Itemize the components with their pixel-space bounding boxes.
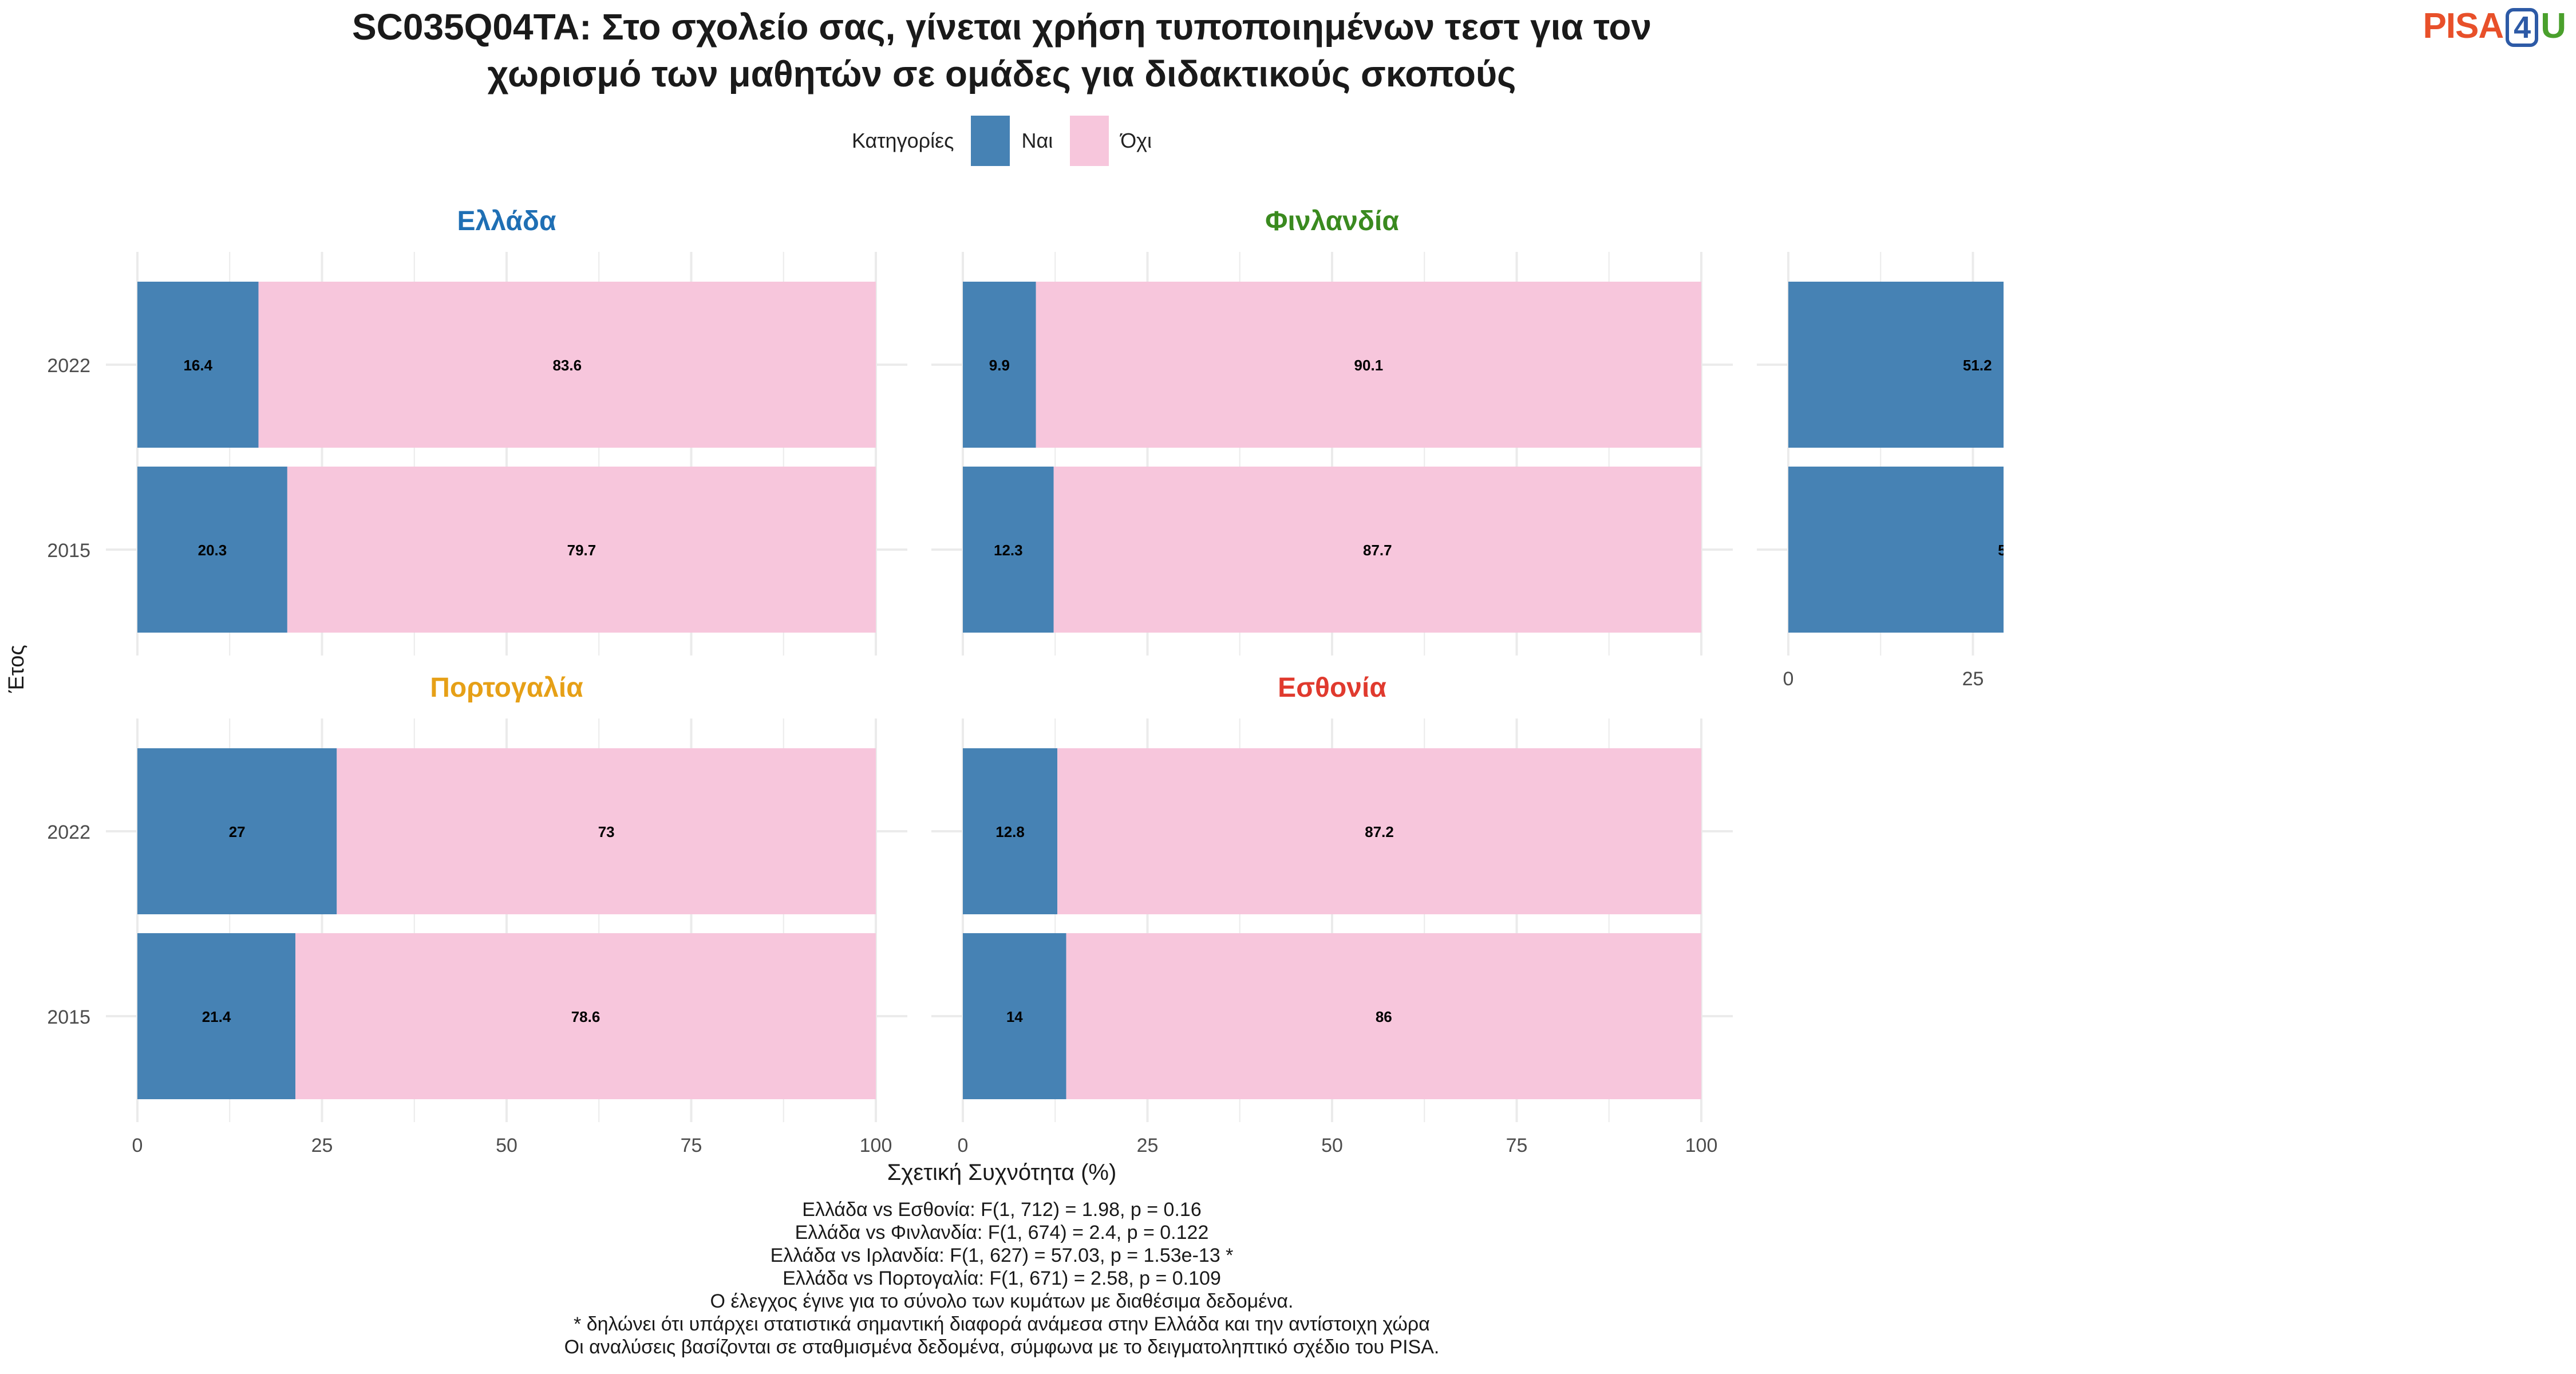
bar-segment-no: [1057, 748, 1701, 914]
data-label: 16.4: [183, 357, 212, 374]
footer-line: Ο έλεγχος έγινε για το σύνολο των κυμάτω…: [710, 1290, 1294, 1312]
bar-segment-yes: [963, 467, 1054, 633]
legend-key-no: [1070, 116, 1109, 166]
panel-title: Ελλάδα: [457, 206, 556, 236]
data-label: 9.9: [989, 357, 1010, 374]
chart-title-line-2: χωρισμό των μαθητών σε ομάδες για διδακτ…: [487, 53, 1516, 94]
x-tick-label: 0: [958, 1135, 969, 1156]
panel-3: Ιρλανδία51.248.859410255075100: [1757, 252, 2004, 690]
panel-title: Εσθονία: [1278, 673, 1386, 703]
data-label: 90.1: [1354, 357, 1384, 374]
x-tick-label: 50: [496, 1135, 517, 1156]
data-label: 12.3: [994, 542, 1023, 559]
logo-pisa-text: PISA: [2423, 6, 2504, 46]
x-tick-label: 0: [1783, 668, 1794, 690]
x-tick-label: 25: [1962, 668, 1984, 690]
bar-segment-no: [1036, 282, 1701, 448]
data-label: 87.2: [1365, 823, 1394, 840]
panel-title: Πορτογαλία: [430, 673, 583, 703]
bar-segment-no: [287, 467, 876, 633]
footer-line: Ελλάδα vs Φινλανδία: F(1, 674) = 2.4, p …: [795, 1222, 1209, 1243]
legend-key-yes: [971, 116, 1010, 166]
x-axis-label: Σχετική Συχνότητα (%): [887, 1160, 1117, 1185]
panel-2: Φινλανδία 9.9 90.1 12.3 87.7: [931, 206, 1733, 656]
bar-segment-yes: [1788, 282, 2004, 448]
x-tick-label: 25: [311, 1135, 333, 1156]
legend: Κατηγορίες Ναι Όχι: [0, 116, 2004, 166]
footer-line: Ελλάδα vs Πορτογαλία: F(1, 671) = 2.58, …: [783, 1268, 1221, 1289]
logo-four-badge: 4: [2506, 8, 2539, 47]
chart-title-line-1: SC035Q04TA: Στο σχολείο σας, γίνεται χρή…: [351, 6, 1652, 48]
panel-4: Πορτογαλία 2022 2015 27 73 21.4 78.6 0 25 50 75 100: [47, 673, 907, 1156]
bar-segment-yes: [137, 748, 337, 914]
bar-segment-yes: [1788, 467, 2004, 633]
panel-1: Ελλάδα 2022 2015 16.4 83.6 20.3 79.7: [47, 206, 907, 656]
data-label: 83.6: [552, 357, 582, 374]
bar-segment-yes: [137, 282, 259, 448]
y-tick-label: 2015: [47, 540, 90, 562]
data-label: 51.2: [1963, 357, 1992, 374]
chart-title: SC035Q04TA: Στο σχολείο σας, γίνεται χρή…: [0, 3, 2004, 97]
bar-segment-no: [1053, 467, 1701, 633]
data-label: 59: [1998, 542, 2004, 559]
data-label: 78.6: [571, 1008, 600, 1025]
bar-segment-no: [1066, 933, 1701, 1099]
bar-segment-yes: [137, 467, 287, 633]
x-tick-label: 100: [1685, 1135, 1718, 1156]
bar-segment-yes: [137, 933, 296, 1099]
data-label: 27: [229, 823, 246, 840]
y-tick-label: 2022: [47, 355, 90, 377]
footer-line: Ελλάδα vs Εσθονία: F(1, 712) = 1.98, p =…: [802, 1199, 1202, 1221]
legend-label-yes: Ναι: [1021, 129, 1053, 152]
x-tick-label: 50: [1321, 1135, 1343, 1156]
x-tick-label: 75: [681, 1135, 702, 1156]
x-tick-label: 25: [1137, 1135, 1159, 1156]
y-tick-label: 2022: [47, 822, 90, 843]
bar-segment-yes: [963, 282, 1036, 448]
panel-title: Φινλανδία: [1265, 206, 1399, 236]
bar-segment-yes: [963, 748, 1058, 914]
logo-u-text: U: [2541, 6, 2566, 46]
y-tick-label: 2015: [47, 1006, 90, 1028]
data-label: 20.3: [198, 542, 227, 559]
data-label: 14: [1006, 1008, 1023, 1025]
bar-segment-no: [258, 282, 876, 448]
footer-line: Οι αναλύσεις βασίζονται σε σταθμισμένα δ…: [564, 1336, 1440, 1358]
pisa4u-logo: PISA 4 U: [2423, 6, 2566, 47]
data-label: 12.8: [995, 823, 1025, 840]
legend-title: Κατηγορίες: [851, 129, 954, 152]
footer-notes: Ελλάδα vs Εσθονία: F(1, 712) = 1.98, p =…: [0, 1198, 2004, 1359]
bar-segment-no: [337, 748, 876, 914]
faceted-bar-chart: Ελλάδα 2022 2015 16.4 83.6 20.3 79.7 Φινλανδία 9…: [47, 206, 2004, 1156]
bar-segment-yes: [963, 933, 1066, 1099]
legend-label-no: Όχι: [1120, 129, 1152, 152]
data-label: 79.7: [567, 542, 596, 559]
x-tick-label: 0: [132, 1135, 143, 1156]
footer-line: Ελλάδα vs Ιρλανδία: F(1, 627) = 57.03, p…: [770, 1245, 1234, 1266]
data-label: 86: [1376, 1008, 1392, 1025]
footer-line: * δηλώνει ότι υπάρχει στατιστικά σημαντι…: [574, 1313, 1430, 1335]
data-label: 73: [598, 823, 615, 840]
bar-segment-no: [295, 933, 876, 1099]
x-tick-label: 100: [860, 1135, 892, 1156]
x-tick-label: 75: [1506, 1135, 1528, 1156]
panel-5: Εσθονία 12.8 87.2 14 86 0 25 50 75 100: [931, 673, 1733, 1156]
y-axis-label: Έτος: [5, 645, 29, 693]
data-label: 21.4: [202, 1008, 231, 1025]
data-label: 87.7: [1363, 542, 1392, 559]
